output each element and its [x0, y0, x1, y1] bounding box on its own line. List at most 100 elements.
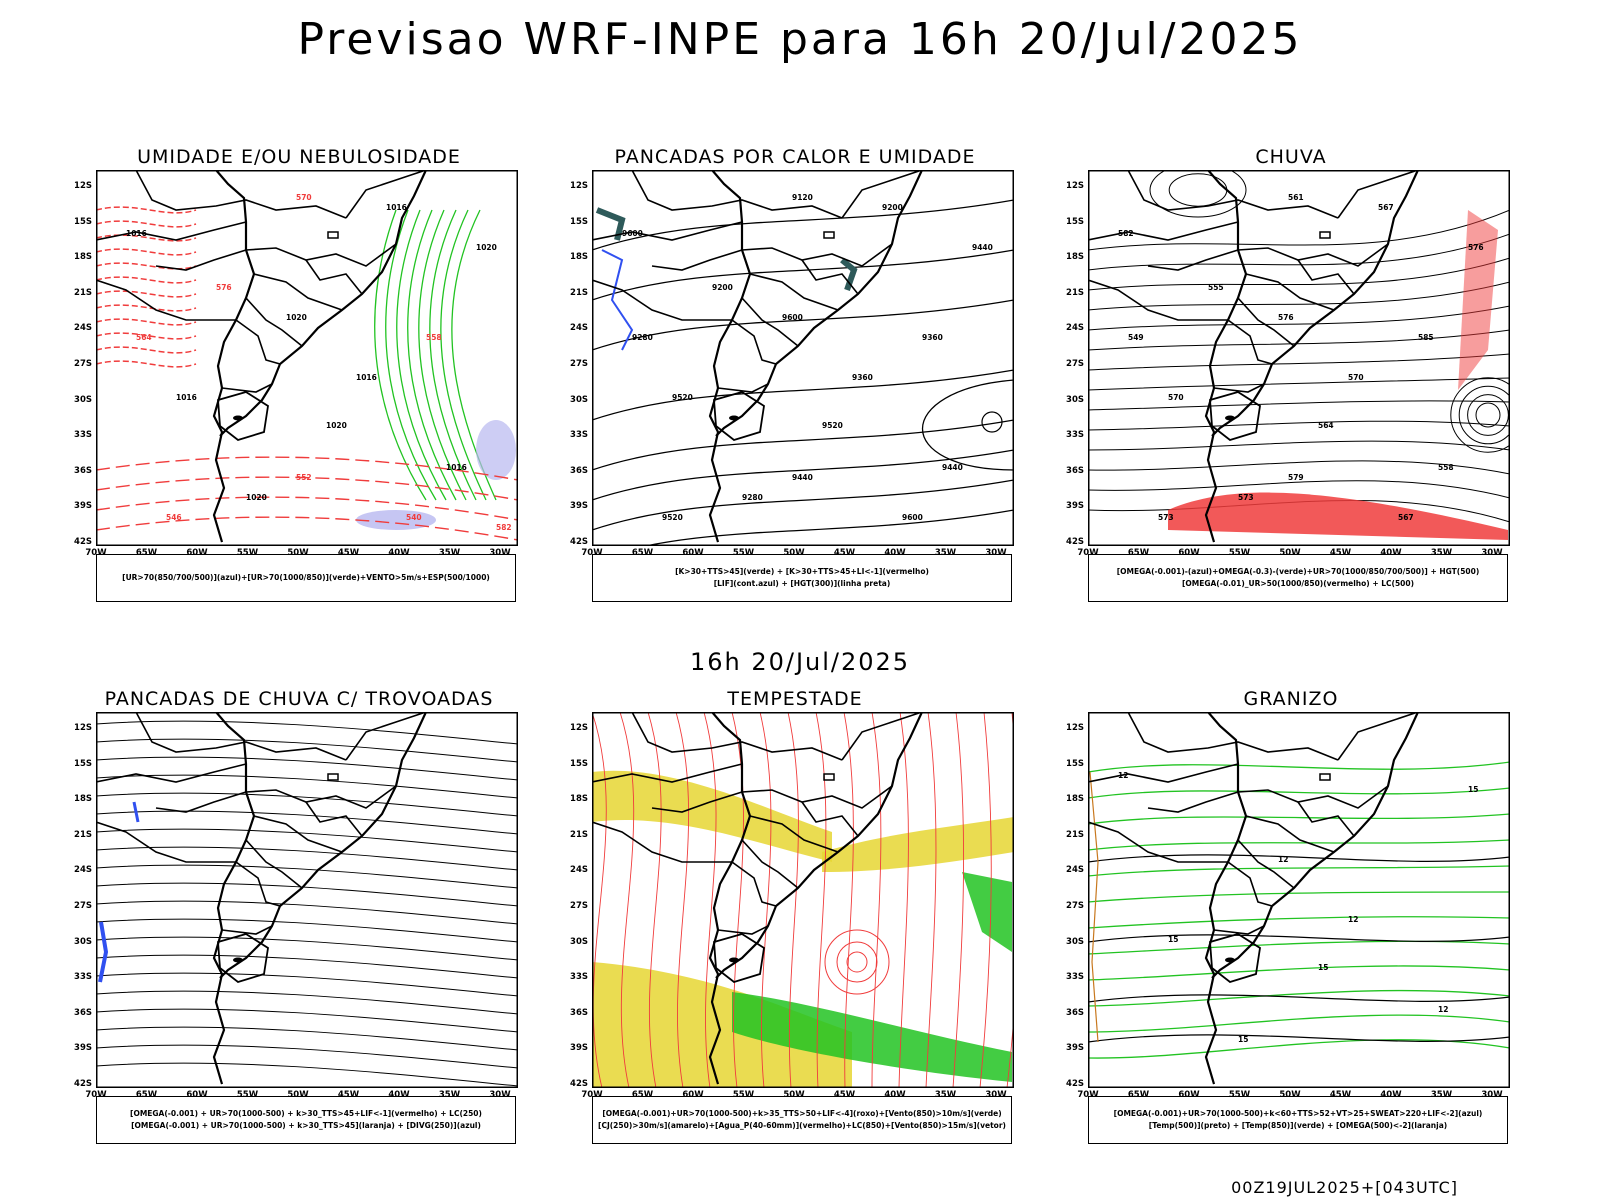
- lon-tick-label: 70W: [1077, 1090, 1099, 1100]
- panel-tempestade: TEMPESTADE 12S 15S 18S 21S 24S 27S 30S 33S 36S 39S…: [560, 688, 1030, 1168]
- contour-label: 1020: [246, 493, 267, 502]
- contour-label: 15: [1468, 785, 1478, 794]
- lon-tick-label: 30W: [985, 1090, 1007, 1100]
- lat-tick-label: 12S: [570, 181, 588, 191]
- panel-legend: [K>30+TTS>45](verde) + [K>30+TTS>45+LI<-…: [592, 554, 1012, 602]
- lon-tick-label: 45W: [833, 1090, 856, 1100]
- contour-label: 573: [1238, 493, 1254, 502]
- lat-tick-label: 24S: [1066, 323, 1084, 334]
- lat-tick-label: 30S: [1066, 394, 1084, 405]
- lat-tick-label: 24S: [570, 323, 588, 334]
- lon-tick-label: 55W: [236, 1090, 259, 1100]
- panel-trovoadas: PANCADAS DE CHUVA C/ TROVOADAS 12S 15S 18S 2…: [64, 688, 534, 1168]
- legend-line: [OMEGA(-0.001)+UR>70(1000-500)+k>35_TTS>…: [602, 1109, 1002, 1118]
- lat-tick-label: 30S: [1066, 936, 1084, 947]
- lon-tick-label: 65W: [135, 1090, 158, 1100]
- lon-tick-label: 40W: [388, 548, 410, 558]
- lat-tick-label: 12S: [1066, 181, 1084, 191]
- lon-tick-label: 55W: [732, 548, 755, 558]
- contour-label: 1016: [446, 463, 467, 472]
- lat-tick-label: 42S: [74, 1079, 92, 1089]
- contour-label: 570: [1348, 373, 1364, 382]
- contour-label: 1016: [176, 393, 197, 402]
- lat-tick-label: 21S: [74, 287, 92, 298]
- lon-tick-label: 55W: [732, 1090, 755, 1100]
- overlay-layer: [592, 712, 1014, 1088]
- panel-granizo: GRANIZO 12 12 15 15 12 15 12 15 12S 15S 18S 21S 24S 27…: [1056, 688, 1526, 1168]
- overlay-layer: [1088, 170, 1510, 540]
- contour-label: 9600: [902, 513, 923, 522]
- lon-tick-label: 30W: [489, 1090, 511, 1100]
- contour-label: 9200: [712, 283, 733, 292]
- contour-label: 9440: [972, 243, 993, 252]
- contour-label: 9600: [622, 229, 643, 238]
- lat-tick-label: 12S: [74, 723, 92, 733]
- lon-tick-label: 60W: [186, 1090, 208, 1100]
- contour-label: 1020: [326, 421, 347, 430]
- contour-label: 555: [1208, 283, 1224, 292]
- lat-tick-label: 15S: [74, 758, 92, 769]
- lat-tick-label: 30S: [74, 936, 92, 947]
- lat-tick-label: 27S: [1066, 359, 1084, 369]
- lat-tick-label: 33S: [74, 430, 92, 441]
- lat-tick-label: 33S: [1066, 972, 1084, 983]
- lon-tick-label: 40W: [884, 1090, 906, 1100]
- lon-tick-label: 50W: [287, 1090, 309, 1100]
- legend-line: [OMEGA(-0.01)_UR>50(1000/850)(vermelho) …: [1181, 579, 1415, 588]
- map-frame: 12S 15S 18S 21S 24S 27S 30S 33S 36S 39S 42S 70W 65W 6…: [74, 712, 518, 1100]
- lat-tick-label: 33S: [74, 972, 92, 983]
- lon-tick-label: 35W: [438, 548, 461, 558]
- contour-label: 579: [1288, 473, 1304, 482]
- lon-tick-label: 40W: [884, 548, 906, 558]
- contour-label: 1016: [356, 373, 377, 382]
- lon-tick-label: 35W: [1430, 1090, 1453, 1100]
- lat-tick-label: 18S: [570, 794, 588, 805]
- coastline-layer: [1088, 170, 1419, 543]
- lat-tick-label: 36S: [1066, 1007, 1084, 1018]
- panel-title: GRANIZO: [1243, 688, 1339, 710]
- legend-line: [CJ(250)>30m/s](amarelo)+[Agua_P(40-60mm…: [598, 1121, 1006, 1130]
- lon-tick-label: 45W: [337, 548, 360, 558]
- lat-tick-label: 42S: [74, 537, 92, 547]
- main-title: Previsao WRF-INPE para 16h 20/Jul/2025: [297, 14, 1303, 65]
- lat-tick-label: 18S: [1066, 252, 1084, 263]
- lon-tick-label: 55W: [1228, 1090, 1251, 1100]
- lat-tick-label: 18S: [1066, 794, 1084, 805]
- panel-title: TEMPESTADE: [727, 688, 863, 710]
- mid-date: 16h 20/Jul/2025: [689, 648, 911, 676]
- lon-tick-label: 30W: [1481, 548, 1503, 558]
- lon-tick-label: 35W: [438, 1090, 461, 1100]
- lon-tick-label: 65W: [135, 548, 158, 558]
- lat-tick-label: 21S: [570, 829, 588, 840]
- contour-label: 9520: [822, 421, 843, 430]
- contour-label: 9360: [852, 373, 873, 382]
- contour-label: 576: [1278, 313, 1294, 322]
- contour-label: 12: [1118, 771, 1128, 780]
- legend-line: [OMEGA(-0.001) + UR>70(1000-500) + k>30_…: [130, 1109, 482, 1118]
- lat-tick-label: 36S: [570, 1007, 588, 1018]
- contour-label: 9120: [792, 193, 813, 202]
- contour-label: 582: [1118, 229, 1134, 238]
- map-plot: 582 576 570 564 558 576 570 573 567 561 555 549 585 5…: [1088, 170, 1510, 546]
- lon-tick-label: 30W: [985, 548, 1007, 558]
- map-frame: 12S 15S 18S 21S 24S 27S 30S 33S 36S 39S 42S 70W 65W 6…: [570, 712, 1014, 1100]
- lat-tick-label: 27S: [1066, 901, 1084, 911]
- contour-label: 567: [1378, 203, 1394, 212]
- legend-line: [UR>70(850/700/500)](azul)+[UR>70(1000/8…: [122, 573, 490, 582]
- lon-tick-label: 60W: [682, 1090, 704, 1100]
- lat-tick-label: 42S: [1066, 1079, 1084, 1089]
- contour-label: 585: [1418, 333, 1434, 342]
- overlay-layer: [592, 199, 1014, 546]
- map-plot: 1016 1020 1016 1020 1016 1020 1016 1020 1016 570 5…: [96, 170, 518, 546]
- contour-label: 12: [1348, 915, 1358, 924]
- lat-tick-label: 15S: [1066, 216, 1084, 227]
- lat-tick-label: 12S: [570, 723, 588, 733]
- lat-tick-label: 18S: [570, 252, 588, 263]
- lat-tick-label: 15S: [74, 216, 92, 227]
- lat-tick-label: 39S: [1066, 1043, 1084, 1054]
- lon-tick-label: 35W: [1430, 548, 1453, 558]
- lat-tick-label: 15S: [570, 216, 588, 227]
- lat-tick-label: 33S: [570, 430, 588, 441]
- contour-label: 15: [1168, 935, 1178, 944]
- lon-tick-label: 35W: [934, 548, 957, 558]
